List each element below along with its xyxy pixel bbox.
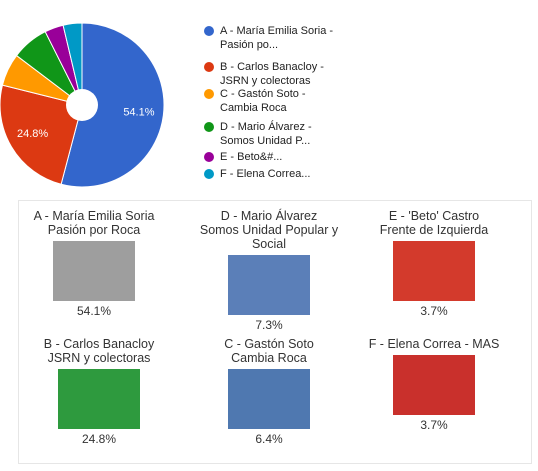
pie-slice — [60, 22, 165, 188]
candidate-image — [228, 255, 310, 315]
legend-swatch — [204, 152, 214, 162]
candidate-name: D - Mario Álvarez — [220, 209, 318, 223]
candidate-list: Somos Unidad Popular y Social — [199, 223, 339, 251]
legend-swatch — [204, 62, 214, 72]
slice-label: 24.8% — [17, 128, 48, 140]
candidate-image — [228, 369, 310, 429]
candidate-name: B - Carlos Banacloy — [43, 337, 155, 351]
legend-swatch — [204, 89, 214, 99]
candidate-percent: 3.7% — [420, 304, 448, 318]
pie-chart: 54.1% 24.8% — [0, 22, 165, 188]
legend-entry: B - Carlos Banacloy - JSRN y colectoras — [204, 60, 345, 88]
legend-swatch — [204, 122, 214, 132]
candidate-image — [58, 369, 140, 429]
legend-label: F - Elena Correa... — [220, 168, 311, 180]
candidate-image — [393, 355, 475, 415]
candidate-name: E - 'Beto' Castro — [388, 209, 480, 223]
legend-label: C - Gastón Soto - Cambia Roca — [220, 88, 306, 114]
candidate-list: Cambia Roca — [231, 351, 307, 365]
pie-slice — [0, 84, 83, 185]
legend-label: E - Beto&#... — [220, 151, 283, 163]
candidate-image — [53, 241, 135, 301]
candidate-card: F - Elena Correa - MAS 3.7% — [349, 337, 519, 432]
candidate-list: JSRN y colectoras — [47, 351, 151, 365]
legend-label: B - Carlos Banacloy - JSRN y colectoras — [220, 61, 324, 87]
legend-label: A - María Emilia Soria - Pasión po... — [220, 25, 334, 51]
candidate-grid: A - María Emilia Soria Pasión por Roca 54.… — [18, 200, 532, 464]
slice-label: 54.1% — [123, 106, 154, 118]
candidate-name: F - Elena Correa - MAS — [368, 337, 500, 351]
legend-swatch — [204, 26, 214, 36]
legend-label: D - Mario Álvarez - Somos Unidad P... — [220, 121, 312, 147]
candidate-card: E - 'Beto' Castro Frente de Izquierda 3.7% — [349, 209, 519, 318]
candidate-image — [393, 241, 475, 301]
legend-entry: A - María Emilia Soria - Pasión po... — [204, 24, 345, 52]
legend-entry: F - Elena Correa... — [204, 167, 345, 181]
candidate-percent: 24.8% — [81, 432, 117, 446]
legend-entry: E - Beto&#... — [204, 150, 345, 164]
candidate-card: C - Gastón Soto Cambia Roca 6.4% — [184, 337, 354, 446]
candidate-name: A - María Emilia Soria — [33, 209, 155, 223]
candidate-percent: 6.4% — [255, 432, 283, 446]
candidate-list: Frente de Izquierda — [379, 223, 489, 237]
legend-entry: C - Gastón Soto - Cambia Roca — [204, 87, 345, 115]
donut-hole — [66, 89, 98, 121]
candidate-card: A - María Emilia Soria Pasión por Roca 54.… — [9, 209, 179, 318]
pie-slice — [62, 22, 83, 106]
candidate-percent: 3.7% — [420, 418, 448, 432]
candidate-card: D - Mario Álvarez Somos Unidad Popular y … — [184, 209, 354, 332]
legend-swatch — [204, 169, 214, 179]
candidate-percent: 54.1% — [76, 304, 112, 318]
candidate-name: C - Gastón Soto — [224, 337, 314, 351]
candidate-card: B - Carlos Banacloy JSRN y colectoras 24.8… — [14, 337, 184, 446]
legend-entry: D - Mario Álvarez - Somos Unidad P... — [204, 120, 345, 148]
candidate-list: Pasión por Roca — [47, 223, 141, 237]
candidate-percent: 7.3% — [255, 318, 283, 332]
